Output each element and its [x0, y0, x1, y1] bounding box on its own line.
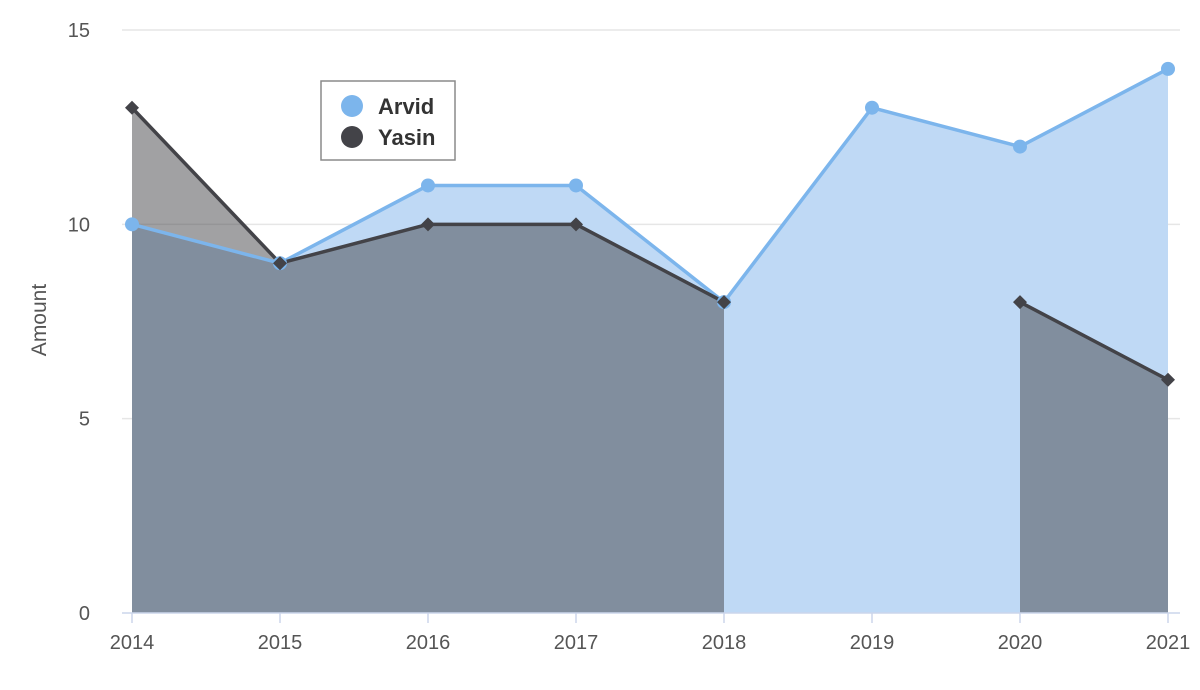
- area-yasin-1: [1020, 302, 1168, 613]
- x-tick-label: 2020: [998, 632, 1043, 654]
- point-arvid: [421, 178, 435, 193]
- legend-label: Arvid: [378, 94, 434, 119]
- point-arvid: [125, 217, 139, 232]
- legend-symbol-yasin: [341, 126, 363, 148]
- area-yasin-0: [132, 107, 724, 613]
- legend-item-yasin[interactable]: Yasin: [341, 125, 435, 150]
- line-arvid-0: [130, 67, 1170, 304]
- legend-item-arvid[interactable]: Arvid: [341, 94, 434, 119]
- point-yasin: [1013, 295, 1027, 310]
- point-arvid: [1013, 139, 1027, 154]
- x-tick-label: 2018: [702, 632, 747, 654]
- point-arvid: [865, 100, 879, 115]
- x-tick-label: 2017: [554, 632, 599, 654]
- x-tick-label: 2016: [406, 632, 451, 654]
- y-tick-label: 0: [79, 603, 90, 625]
- point-yasin: [421, 217, 435, 232]
- point-yasin: [717, 295, 731, 310]
- axes: 0 5 10 15 2014 2015 2016 2017 2018 2019 2020 2021: [68, 20, 1191, 654]
- x-tick-label: 2021: [1146, 632, 1191, 654]
- legend[interactable]: Arvid Yasin: [320, 80, 456, 161]
- point-yasin: [125, 100, 139, 115]
- point-yasin: [569, 217, 583, 232]
- y-tick-label: 5: [79, 409, 90, 431]
- series-markers: [125, 61, 1175, 387]
- series-areas: [132, 68, 1168, 613]
- line-yasin-1: [1018, 300, 1170, 382]
- point-arvid: [569, 178, 583, 193]
- legend-box: [320, 80, 456, 161]
- legend-symbol-arvid: [341, 95, 363, 117]
- x-tick-label: 2019: [850, 632, 895, 654]
- point-yasin: [1161, 372, 1175, 387]
- x-tick-label: 2015: [258, 632, 303, 654]
- y-axis-title: Amount: [28, 284, 51, 357]
- x-tick-label: 2014: [110, 632, 155, 654]
- legend-label: Yasin: [378, 125, 435, 150]
- y-tick-label: 10: [68, 214, 90, 236]
- point-yasin: [273, 256, 287, 271]
- point-arvid: [1161, 61, 1175, 76]
- y-tick-label: 15: [68, 20, 90, 42]
